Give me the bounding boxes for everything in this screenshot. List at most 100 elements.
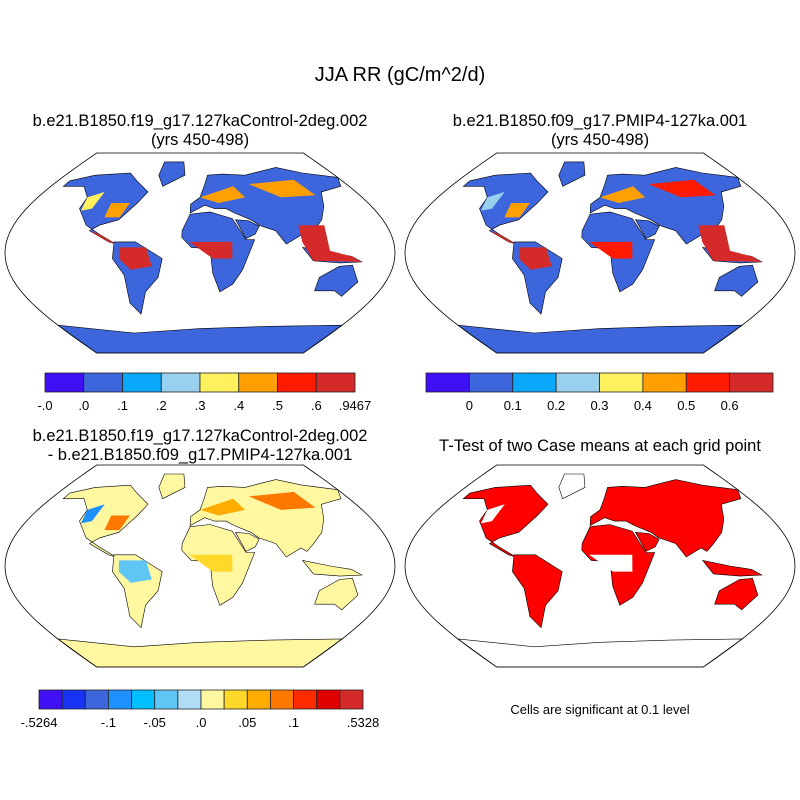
land-na: [462, 172, 549, 245]
map-boundary: [4, 464, 396, 668]
panel-2-title-line1: b.e21.B1850.f09_g17.PMIP4-127ka.001: [452, 112, 748, 130]
map-panel-4: [404, 464, 796, 668]
field-patch-eus: [104, 203, 130, 218]
colorbar-label: 0.3: [590, 398, 608, 413]
colorbar-label: .1: [288, 715, 299, 730]
colorbar-label: -.05: [144, 715, 166, 730]
field-patch-cafr: [189, 554, 233, 572]
land-na: [62, 484, 149, 558]
colorbar-swatch: [44, 372, 85, 393]
panel-1-title-line1: b.e21.B1850.f19_g17.127kaControl-2deg.00…: [32, 112, 368, 130]
colorbar-swatch: [512, 372, 557, 393]
land-gl: [158, 161, 186, 187]
field-patch-sib: [648, 179, 716, 198]
colorbar-label: .9467: [339, 398, 372, 413]
field-patch-seasia: [298, 225, 362, 262]
land-au: [714, 577, 759, 611]
colorbar-swatch: [642, 372, 687, 393]
field-patch-camer: [489, 230, 516, 245]
field-patch-amazon: [118, 247, 152, 270]
colorbar-label: .1: [117, 398, 128, 413]
field-patch-amazon: [518, 247, 552, 270]
field-patch-wna: [81, 191, 105, 211]
colorbar-swatch: [122, 372, 162, 393]
land-gl: [558, 161, 586, 187]
land-an: [56, 638, 344, 668]
colorbar-2: 0 0.1 0.2 0.3 0.4 0.5 0.6: [425, 372, 774, 413]
map-boundary: [404, 152, 796, 354]
colorbar-label: -.0: [37, 398, 52, 413]
panel-3-title-line2: - b.e21.B1850.f09_g17.PMIP4-127ka.001: [47, 446, 353, 464]
colorbar-label: .2: [156, 398, 167, 413]
land-au: [314, 577, 359, 611]
colorbar-label: .0: [196, 715, 207, 730]
colorbar-swatch: [729, 372, 774, 393]
panel-4-title: T-Test of two Case means at each grid po…: [400, 437, 800, 456]
colorbar-label: 0.2: [547, 398, 565, 413]
colorbar-label: .05: [238, 715, 256, 730]
colorbar-swatch: [223, 689, 248, 710]
colorbar-swatch: [238, 372, 278, 393]
land-na: [462, 484, 549, 558]
colorbar-swatch: [200, 689, 225, 710]
colorbar-label: -.5264: [21, 715, 58, 730]
land-ar: [234, 531, 260, 552]
map-panel-2: [404, 152, 796, 354]
colorbar-1: -.0 .0 .1 .2 .3 .4 .5 .6 .9467: [37, 372, 372, 413]
colorbar-swatch: [468, 372, 514, 393]
panel-2-title: b.e21.B1850.f09_g17.PMIP4-127ka.001 (yrs…: [400, 112, 800, 150]
map-boundary: [404, 464, 796, 668]
field-patch-camer: [89, 230, 116, 245]
colorbar-label: 0: [466, 398, 473, 413]
field-patch-wna: [481, 191, 505, 211]
colorbar-swatch: [108, 689, 132, 710]
land-id: [301, 559, 363, 577]
main-title: JJA RR (gC/m^2/d): [314, 64, 486, 86]
land-gl: [158, 473, 186, 500]
land-eu: [589, 479, 742, 558]
colorbar-label: .6: [311, 398, 322, 413]
colorbar-swatch: [177, 689, 202, 710]
field-patch-cafr: [189, 241, 233, 259]
land-ar: [634, 219, 660, 239]
colorbar-swatch: [154, 689, 179, 710]
map-panel-3: [4, 464, 396, 668]
colorbar-label: .5328: [347, 715, 380, 730]
colorbar-3: -.5264 -.1 -.05 .0 .05 .1 .5328: [21, 689, 380, 730]
colorbar-label: .4: [233, 398, 244, 413]
land-ar: [234, 219, 260, 239]
colorbar-swatch: [84, 689, 109, 710]
colorbar-label: 0.1: [504, 398, 522, 413]
panel-3-title: b.e21.B1850.f19_g17.127kaControl-2deg.00…: [0, 427, 400, 465]
colorbar-swatch: [277, 372, 317, 393]
panel-1-title-line2: (yrs 450-498): [150, 131, 250, 149]
map-boundary: [4, 152, 396, 354]
field-patch-euro: [600, 186, 646, 203]
land-na: [62, 172, 149, 245]
significance-note: Cells are significant at 0.1 level: [510, 702, 690, 717]
colorbar-swatch: [270, 689, 294, 710]
colorbar-swatch: [316, 689, 341, 710]
colorbar-swatch: [38, 689, 63, 710]
field-patch-cafr: [589, 554, 633, 572]
colorbar-swatch: [293, 689, 318, 710]
field-patch-cafr: [589, 241, 633, 259]
field-patch-euro: [200, 498, 246, 516]
colorbar-swatch: [425, 372, 470, 393]
field-patch-sib: [248, 491, 316, 510]
colorbar-label: 0.4: [634, 398, 652, 413]
colorbar-swatch: [160, 372, 201, 393]
colorbar-label: .5: [272, 398, 283, 413]
field-patch-sib: [248, 179, 316, 198]
land-au: [314, 264, 359, 297]
field-patch-euro: [200, 186, 246, 203]
panel-2-title-line2: (yrs 450-498): [550, 131, 650, 149]
colorbar-label: 0.5: [677, 398, 695, 413]
colorbar-swatch: [83, 372, 123, 393]
colorbar-swatch: [61, 689, 86, 710]
colorbar-swatch: [131, 689, 156, 710]
land-ar: [634, 531, 660, 552]
colorbar-label: .0: [78, 398, 89, 413]
panel-4-title-line1: T-Test of two Case means at each grid po…: [439, 437, 761, 455]
